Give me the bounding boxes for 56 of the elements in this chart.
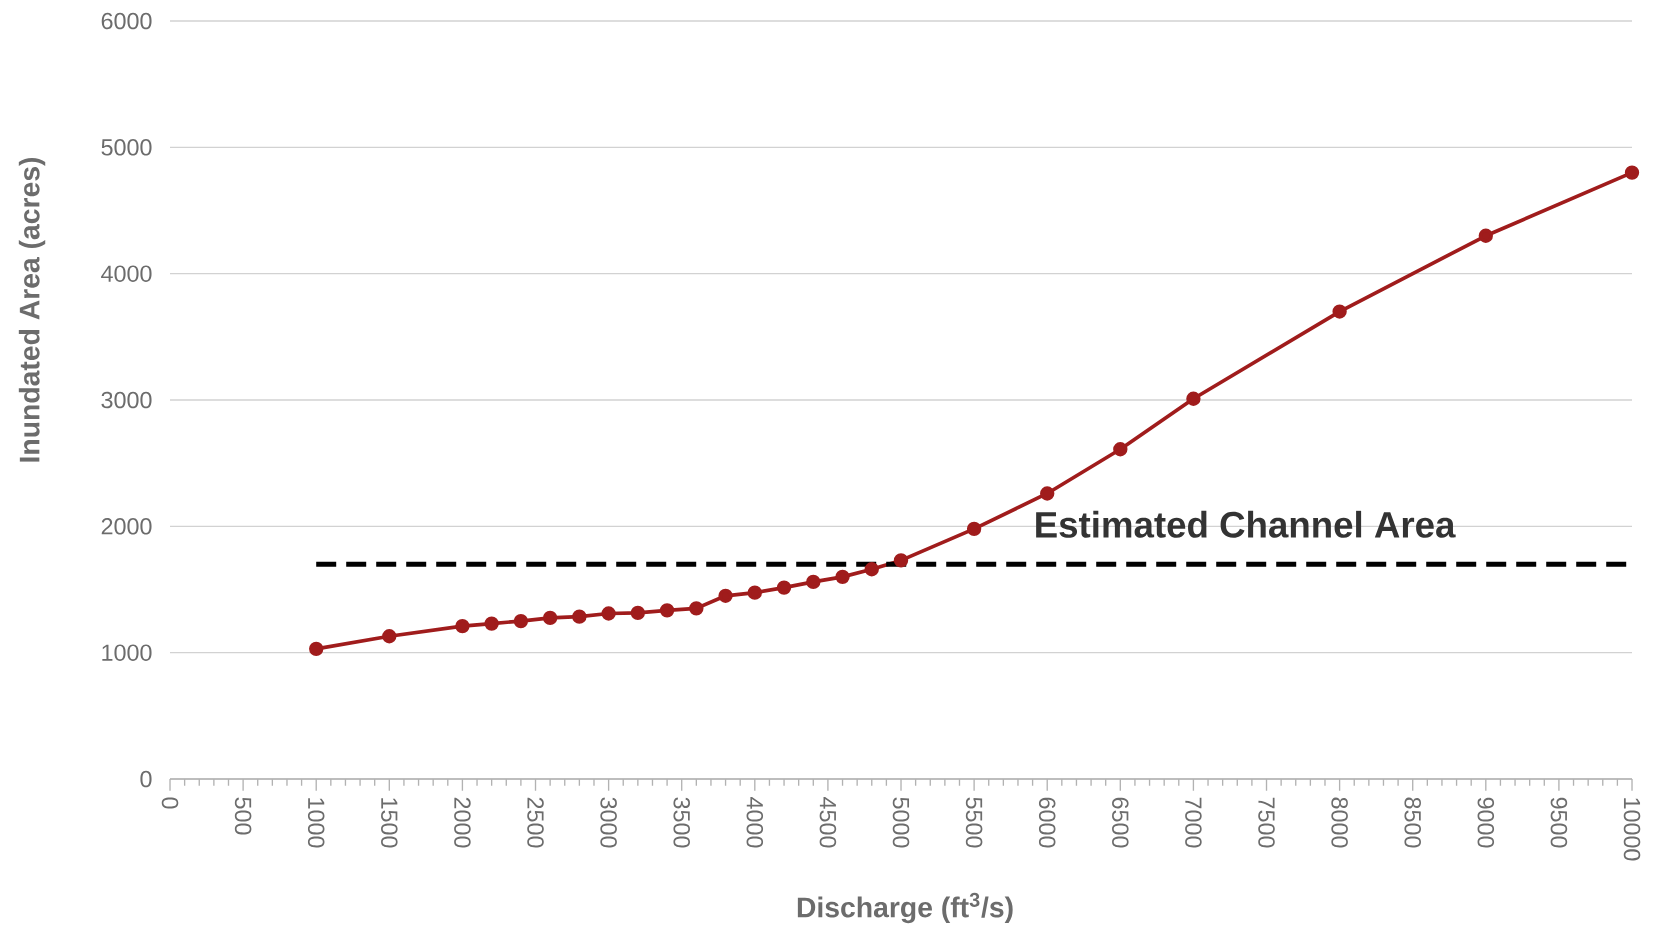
x-tick-label: 7500 [1258, 797, 1275, 848]
x-tick-label: 0 [161, 797, 179, 809]
point [1624, 165, 1640, 180]
y-tick-label: 2000 [101, 518, 152, 535]
point [309, 641, 324, 657]
x-tick-label: 10000 [1623, 798, 1641, 861]
point [484, 616, 499, 631]
point [513, 613, 529, 629]
y-tick-label: 3000 [101, 391, 152, 409]
y-tick-label: 0 [140, 770, 152, 788]
y-axis-title: Inundated Area (acres) [18, 157, 46, 462]
point [572, 609, 587, 624]
x-axis-title: Discharge (ft$^{3}$/s) [797, 892, 1013, 924]
point [1478, 228, 1493, 243]
point [835, 569, 850, 585]
point [966, 521, 982, 537]
point [1186, 391, 1201, 406]
y-tick-label: 4000 [101, 265, 152, 282]
x-tick-label: 8000 [1331, 797, 1348, 848]
point [659, 603, 675, 618]
point [747, 585, 762, 600]
point [1113, 442, 1128, 457]
x-tick-label: 9000 [1477, 797, 1495, 848]
x-tick-label: 4000 [746, 797, 764, 848]
x-tick-label: 8500 [1404, 797, 1421, 848]
x-tick-label: 5500 [965, 797, 983, 848]
y-tick-label: 1000 [102, 644, 152, 661]
x-tick-label: 9500 [1550, 797, 1568, 848]
x-tick-label: 2500 [527, 797, 544, 848]
x-tick-label: 1500 [381, 798, 398, 848]
annotation: Estimated Channel Area [1036, 510, 1456, 538]
point [1040, 486, 1055, 501]
y-tick-label: 5000 [101, 139, 152, 156]
point [806, 574, 821, 590]
point [382, 629, 397, 644]
x-tick-label: 5000 [892, 797, 910, 848]
point [455, 618, 470, 634]
point [689, 601, 704, 616]
point [864, 562, 879, 577]
x-tick-label: 6000 [1038, 797, 1056, 848]
y-tick-label: 6000 [101, 12, 152, 30]
x-tick-label: 4500 [819, 797, 837, 848]
x-tick-label: 1000 [307, 798, 325, 848]
point [718, 588, 733, 603]
point [630, 605, 646, 621]
point [542, 610, 558, 626]
x-tick-label: 2000 [454, 797, 471, 848]
point [1332, 304, 1347, 319]
point [601, 606, 616, 621]
x-tick-label: 3000 [600, 797, 617, 848]
x-tick-label: 6500 [1112, 797, 1129, 848]
x-tick-label: 7000 [1185, 797, 1202, 848]
x-tick-label: 3500 [673, 797, 690, 848]
x-tick-label: 500 [234, 797, 252, 835]
point [776, 580, 792, 595]
point [893, 553, 909, 568]
